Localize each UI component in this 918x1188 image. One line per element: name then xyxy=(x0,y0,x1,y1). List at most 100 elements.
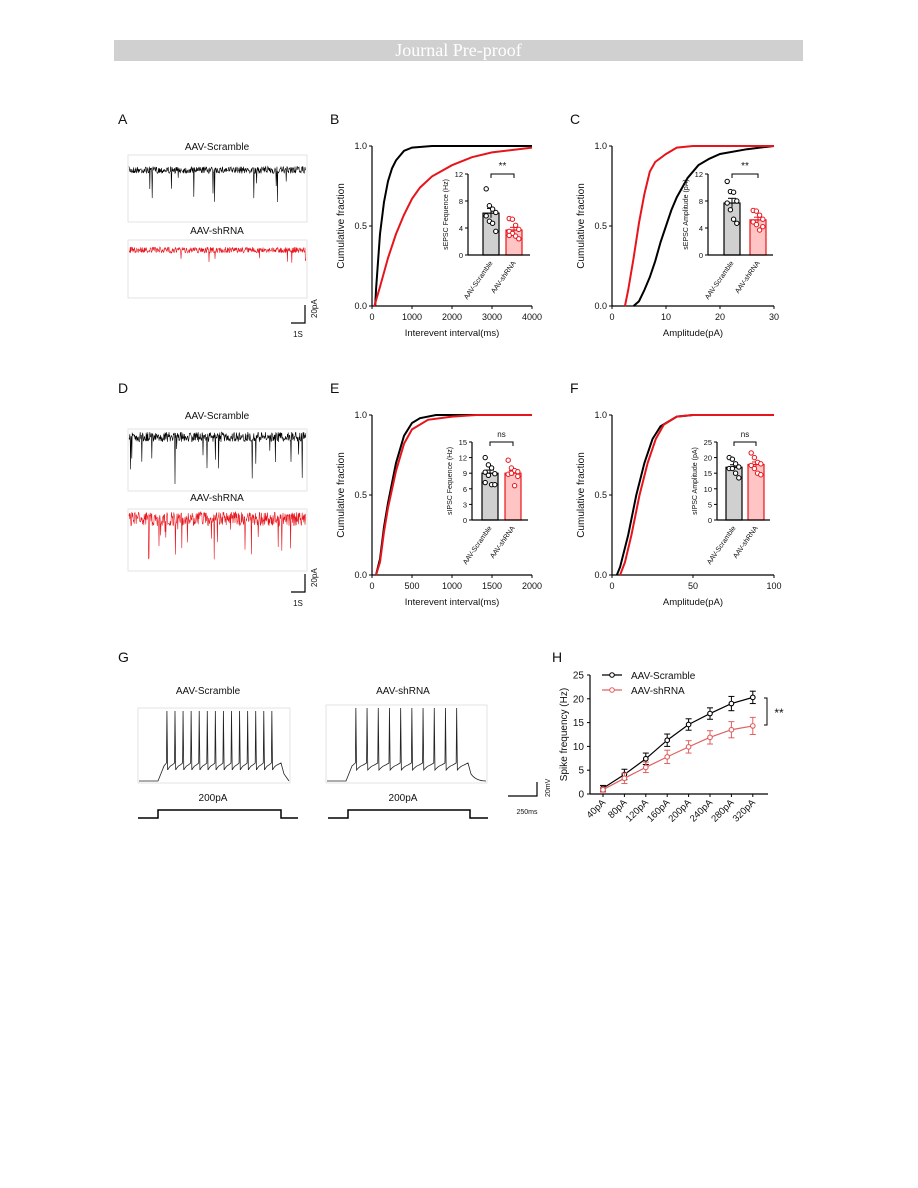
c-inset-group-label: AAV-Scramble xyxy=(704,260,736,301)
h-y-axis-label: Spike frequency (Hz) xyxy=(559,688,570,781)
h-x-tick-label: 240pA xyxy=(688,797,716,825)
b-inset-group-label: AAV-shRNA xyxy=(490,260,517,295)
h-point-scramble xyxy=(642,755,649,762)
b-inset-point-scramble xyxy=(483,213,489,219)
e-inset-point-scramble xyxy=(485,462,492,468)
c-y-tick-label: 0.5 xyxy=(594,221,607,231)
c-inset-y-axis-label: sEPSC Amplitude (pA) xyxy=(683,179,690,249)
c-inset-group-label: AAV-shRNA xyxy=(734,260,761,295)
c-y-tick-label: 1.0 xyxy=(594,141,607,151)
e-inset-point-scramble xyxy=(492,471,498,477)
c-x-axis-label: Amplitude(pA) xyxy=(663,328,723,339)
e-inset-point-shrna xyxy=(511,482,518,489)
f-inset-y-tick-label: 15 xyxy=(704,469,712,478)
f-y-tick-label: 1.0 xyxy=(594,410,607,420)
panel-label-e: E xyxy=(330,380,339,396)
b-inset-point-scramble xyxy=(493,228,499,235)
b-x-tick-label: 1000 xyxy=(402,312,422,322)
e-inset-y-tick-label: 15 xyxy=(459,438,467,447)
e-inset-point-scramble xyxy=(482,479,488,486)
f-inset-point-shrna xyxy=(748,450,754,456)
panel-label-g: G xyxy=(118,649,129,665)
g-scale-bar xyxy=(508,782,538,797)
e-inset-point-shrna xyxy=(508,470,515,476)
b-inset-point-shrna xyxy=(516,226,522,233)
h-line-shrna xyxy=(602,725,753,791)
e-y-axis-label: Cumulative fraction xyxy=(336,452,347,538)
a-scramble-label: AAV-Scramble xyxy=(185,142,250,153)
f-inset-point-shrna xyxy=(751,454,758,461)
c-cdf-line-shrna xyxy=(623,145,774,307)
e-inset-point-shrna xyxy=(505,457,511,463)
h-point-scramble xyxy=(728,700,735,707)
panel-label-d: D xyxy=(118,380,128,396)
f-x-tick-label: 0 xyxy=(609,581,614,591)
f-inset-y-tick-label: 5 xyxy=(708,500,712,509)
f-inset-point-scramble xyxy=(736,464,742,470)
h-point-shrna xyxy=(642,764,649,771)
panel-label-f: F xyxy=(570,380,579,396)
b-y-tick-label: 1.0 xyxy=(354,141,367,151)
b-inset-point-scramble xyxy=(489,206,496,212)
c-inset-point-scramble xyxy=(734,220,740,226)
c-x-tick-label: 30 xyxy=(769,312,779,322)
h-point-shrna xyxy=(749,723,756,729)
b-inset-y-tick-label: 8 xyxy=(459,197,463,206)
h-legend-marker-scramble xyxy=(609,672,615,678)
h-y-tick-label: 15 xyxy=(573,718,585,729)
f-significance-label: ns xyxy=(741,430,749,439)
h-y-tick-label: 25 xyxy=(573,671,585,682)
f-inset-point-scramble xyxy=(729,456,736,462)
g-right-step-label: 200pA xyxy=(389,793,418,804)
g-shrna-current-step xyxy=(328,809,488,819)
d-shrna-trace xyxy=(128,511,307,560)
e-inset-group-label: AAV-shRNA xyxy=(489,525,516,560)
b-x-tick-label: 0 xyxy=(369,312,374,322)
h-y-tick-label: 5 xyxy=(578,766,584,777)
a-shrna-trace xyxy=(128,246,307,263)
e-x-tick-label: 0 xyxy=(369,581,374,591)
f-inset-point-scramble xyxy=(732,461,739,467)
h-point-shrna xyxy=(621,775,628,782)
g-scramble-current-step xyxy=(138,809,298,819)
h-point-scramble xyxy=(664,737,671,744)
f-inset-point-shrna xyxy=(758,472,764,478)
e-x-tick-label: 2000 xyxy=(522,581,542,591)
h-legend-label-scramble: AAV-Scramble xyxy=(631,671,696,682)
d-scramble-trace xyxy=(128,431,307,485)
e-cdf-line-shrna xyxy=(375,414,532,576)
b-x-tick-label: 3000 xyxy=(482,312,502,322)
f-inset-point-scramble xyxy=(729,465,736,472)
e-inset-y-tick-label: 0 xyxy=(463,516,467,525)
g-scramble-trace-box xyxy=(137,707,291,784)
d-shrna-label: AAV-shRNA xyxy=(190,493,244,504)
f-inset-point-shrna xyxy=(758,461,764,467)
f-significance-bracket xyxy=(733,441,757,446)
f-inset-y-axis-label: sIPSC Amplitude (pA) xyxy=(692,447,699,515)
h-point-shrna xyxy=(707,734,713,741)
b-significance-bracket xyxy=(490,173,515,178)
c-inset-y-tick-label: 4 xyxy=(699,224,703,233)
h-significance-bracket xyxy=(764,697,768,726)
c-inset-point-scramble xyxy=(730,216,737,222)
h-line-scramble xyxy=(602,696,753,789)
e-inset-y-tick-label: 9 xyxy=(463,469,467,478)
panel-label-h: H xyxy=(552,649,562,665)
c-x-tick-label: 20 xyxy=(715,312,725,322)
a-scale-bar xyxy=(291,305,306,324)
c-x-tick-label: 10 xyxy=(661,312,671,322)
f-inset-y-tick-label: 20 xyxy=(704,454,712,463)
e-inset-point-scramble xyxy=(492,481,498,488)
h-point-scramble xyxy=(749,694,756,701)
c-inset-point-shrna xyxy=(756,227,763,233)
h-x-tick-label: 160pA xyxy=(645,797,673,825)
c-inset-point-shrna xyxy=(760,223,766,230)
f-inset-y-tick-label: 25 xyxy=(704,438,712,447)
b-inset-y-tick-label: 0 xyxy=(459,251,463,260)
f-inset-group-label: AAV-Scramble xyxy=(706,525,738,566)
e-inset-point-scramble xyxy=(485,472,492,478)
b-cdf-line-scramble xyxy=(374,145,532,307)
h-x-tick-label: 120pA xyxy=(624,797,652,825)
e-significance-bracket xyxy=(489,441,514,446)
